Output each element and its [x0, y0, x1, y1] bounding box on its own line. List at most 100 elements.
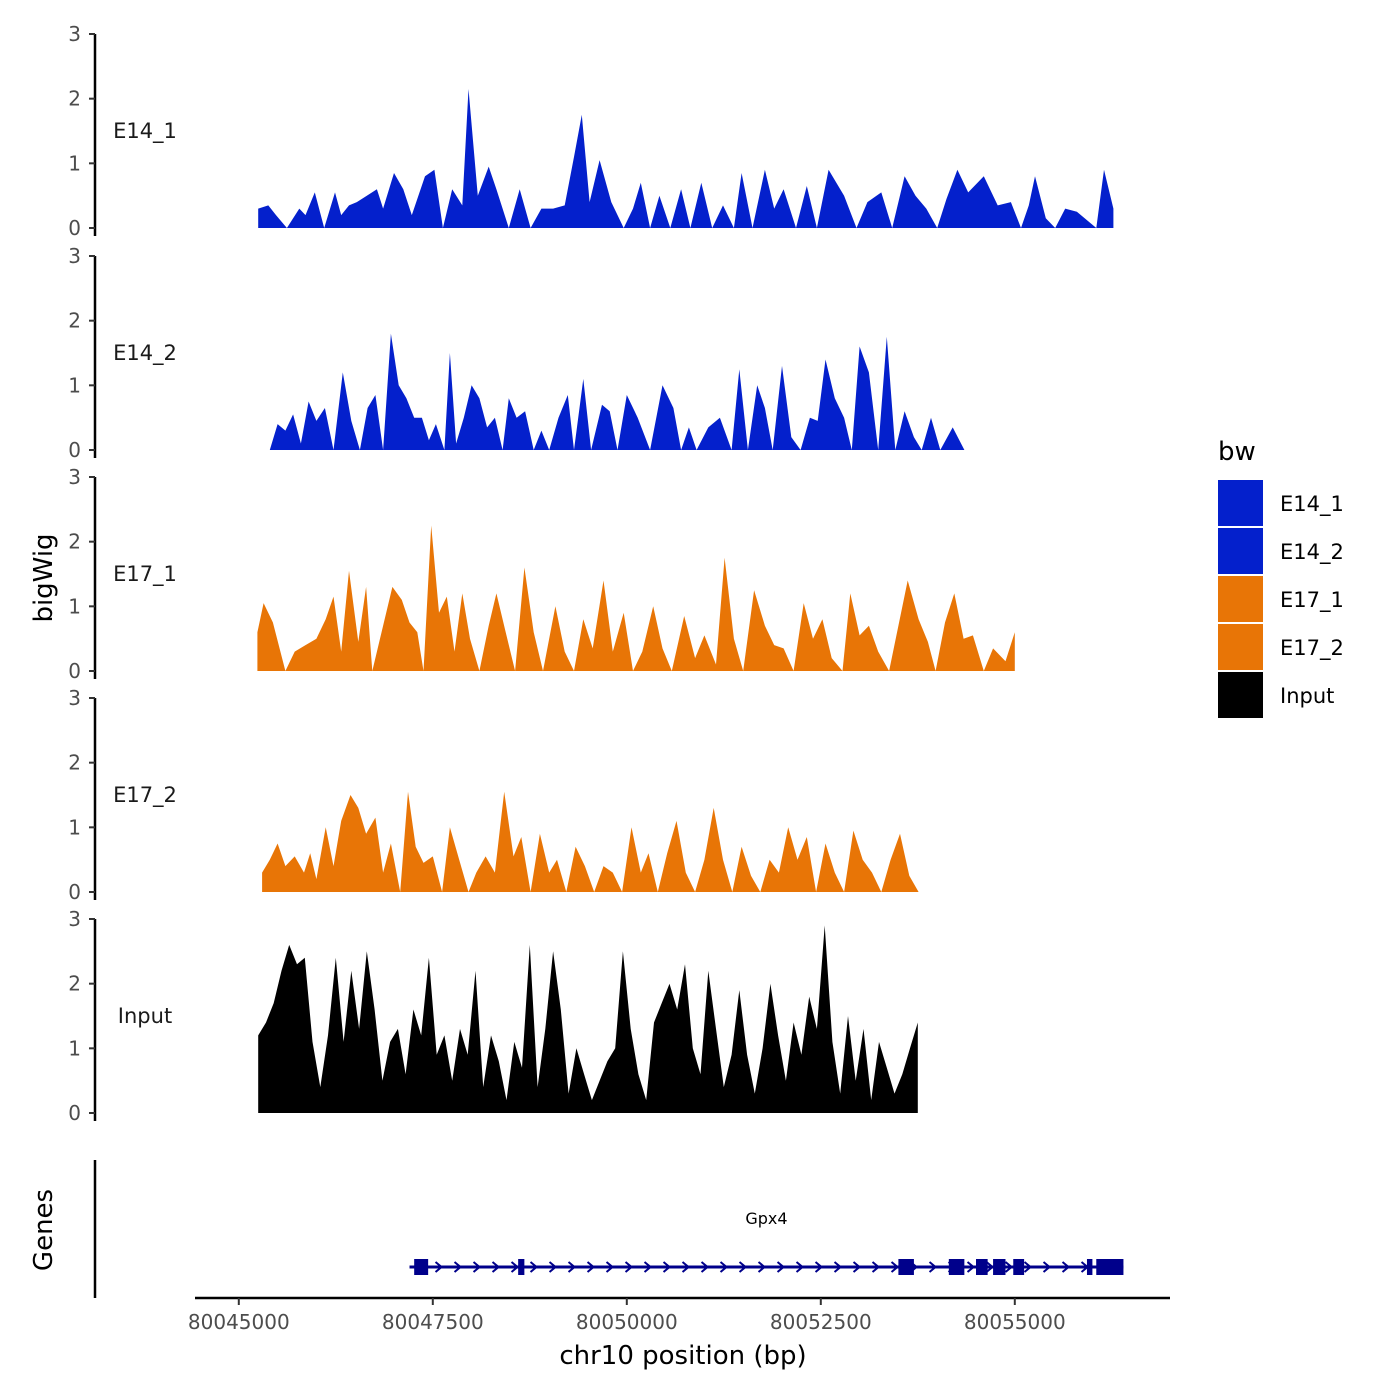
y-tick-label: 3 [68, 465, 81, 489]
y-tick-label: 2 [68, 530, 81, 554]
strand-arrow [434, 1261, 444, 1273]
y-tick-label: 3 [68, 907, 81, 931]
strand-arrow [852, 1261, 862, 1273]
exon [993, 1259, 1006, 1275]
strand-arrow [548, 1261, 558, 1273]
y-tick-label: 1 [68, 1036, 81, 1060]
legend-swatch [1218, 528, 1263, 574]
y-tick-label: 1 [68, 151, 81, 175]
coverage-area-E17_2 [262, 791, 919, 892]
exon [976, 1259, 988, 1275]
exon [1086, 1259, 1093, 1275]
strand-arrow [795, 1261, 805, 1273]
legend: bw E14_1 E14_2 E17_1 E17_2 Input [1218, 437, 1344, 718]
strand-arrow [681, 1261, 691, 1273]
strand-arrow [1004, 1261, 1014, 1273]
y-tick-label: 0 [68, 216, 81, 240]
strand-arrow [1042, 1261, 1052, 1273]
y-tick-label: 0 [68, 659, 81, 683]
y-tick-label: 0 [68, 438, 81, 462]
gene-name-label: Gpx4 [745, 1209, 787, 1228]
y-tick-label: 3 [68, 686, 81, 710]
y-tick-label: 1 [68, 815, 81, 839]
exon [1013, 1259, 1025, 1275]
strand-arrow [776, 1261, 786, 1273]
track-E14_2: 0 1 2 3 E14_2 [68, 244, 965, 462]
x-tick-label: 80047500 [382, 1310, 484, 1334]
exon [414, 1259, 429, 1275]
y-tick-label: 0 [68, 880, 81, 904]
y-tick-label: 2 [68, 87, 81, 111]
track-E17_1: 0 1 2 3 E17_1 [68, 465, 1015, 683]
legend-label: E17_2 [1280, 636, 1344, 661]
strand-arrow [624, 1261, 634, 1273]
exon [948, 1259, 965, 1275]
x-tick-label: 80045000 [188, 1310, 290, 1334]
gene-track-title: Genes [29, 1189, 59, 1271]
strand-arrow [738, 1261, 748, 1273]
y-tick-label: 0 [68, 1101, 81, 1125]
x-tick-label: 80052500 [770, 1310, 872, 1334]
y-tick-label: 1 [68, 373, 81, 397]
strand-arrow [1061, 1261, 1071, 1273]
strand-arrow [491, 1261, 501, 1273]
strand-arrow [719, 1261, 729, 1273]
strand-arrow [586, 1261, 596, 1273]
strand-arrow [567, 1261, 577, 1273]
legend-label: E17_1 [1280, 588, 1344, 613]
legend-swatch [1218, 672, 1263, 718]
strand-arrow [871, 1261, 881, 1273]
strand-arrow [700, 1261, 710, 1273]
track-label: E14_2 [113, 341, 177, 366]
y-tick-label: 2 [68, 309, 81, 333]
x-axis-title: chr10 position (bp) [559, 1341, 806, 1371]
legend-label: E14_1 [1280, 492, 1344, 517]
legend-label: E14_2 [1280, 540, 1344, 565]
x-axis: 80045000 80047500 80050000 80052500 80055000 [188, 1296, 1170, 1334]
track-label: E17_1 [113, 562, 177, 587]
exon [898, 1259, 914, 1275]
x-tick-label: 80050000 [576, 1310, 678, 1334]
legend-swatch [1218, 624, 1263, 670]
strand-arrow [890, 1261, 900, 1273]
y-tick-label: 1 [68, 594, 81, 618]
y-tick-label: 3 [68, 244, 81, 268]
legend-swatch [1218, 576, 1263, 622]
coverage-area-E14_1 [258, 89, 1114, 228]
track-label: Input [118, 1004, 172, 1028]
exon [1096, 1259, 1124, 1275]
strand-arrow [814, 1261, 824, 1273]
strand-arrow [985, 1261, 995, 1273]
strand-arrow [529, 1261, 539, 1273]
y-tick-label: 2 [68, 972, 81, 996]
track-label: E17_2 [113, 783, 177, 808]
strand-arrow [605, 1261, 615, 1273]
track-panels: 0 1 2 3 E14_1 0 1 2 3 E14_2 0 1 2 3 E17_1 0 1 2 3 E17_2 0 1 2 3… [68, 22, 1114, 1125]
strand-arrow [453, 1261, 463, 1273]
strand-arrow [1023, 1261, 1033, 1273]
y-tick-label: 2 [68, 751, 81, 775]
legend-swatch [1218, 480, 1263, 526]
coverage-area-E17_1 [257, 525, 1015, 671]
x-tick-label: 80055000 [964, 1310, 1066, 1334]
legend-label: Input [1280, 684, 1334, 708]
track-E17_2: 0 1 2 3 E17_2 [68, 686, 919, 904]
legend-title: bw [1218, 437, 1256, 467]
exon [518, 1259, 525, 1275]
coverage-area-E14_2 [269, 333, 965, 450]
strand-arrow [472, 1261, 482, 1273]
track-Input: 0 1 2 3 Input [68, 907, 918, 1125]
track-E14_1: 0 1 2 3 E14_1 [68, 22, 1114, 240]
coverage-area-Input [258, 925, 918, 1113]
strand-arrow [833, 1261, 843, 1273]
strand-arrow [643, 1261, 653, 1273]
strand-arrow [928, 1261, 938, 1273]
gene-track: Gpx4 [93, 1160, 1124, 1298]
y-axis-title: bigWig [29, 533, 59, 622]
strand-arrow [662, 1261, 672, 1273]
y-tick-label: 3 [68, 22, 81, 46]
strand-arrow [510, 1261, 520, 1273]
track-label: E14_1 [113, 119, 177, 144]
strand-arrow [966, 1261, 976, 1273]
